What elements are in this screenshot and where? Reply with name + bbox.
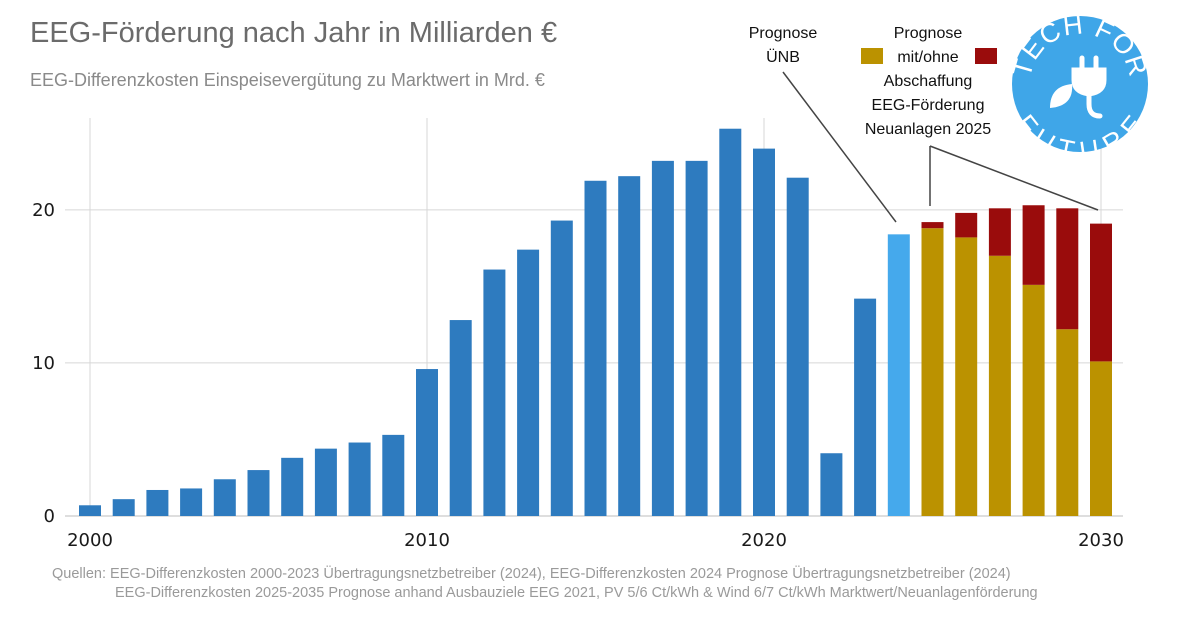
x-tick-label-2020: 2020 [741,530,787,551]
bar-2015-series-0 [584,180,607,516]
bar-2004-series-0 [213,479,236,516]
bar-2028-series-2 [1022,284,1045,516]
bars [79,128,1112,517]
bar-2013-series-0 [517,249,540,516]
legend-swatch-mit [861,48,883,64]
y-tick-label-0: 0 [44,506,55,527]
bar-2019-series-0 [719,128,742,516]
bar-2028-series-3 [1022,205,1045,285]
bar-2003-series-0 [180,488,203,516]
bar-2022-series-0 [820,453,843,516]
axis-ticks: 0 10 20 2000 2010 2020 2030 [32,200,1124,551]
bar-2020-series-0 [753,148,775,516]
bar-2018-series-0 [685,160,708,516]
bar-2005-series-0 [247,470,270,516]
annotation-line-uenb [782,71,897,223]
bar-2026-series-3 [955,212,978,238]
annotation-prognose-uenb-line1: Prognose [749,25,818,42]
annotation-prognose-uenb-line2: ÜNB [766,48,800,66]
x-tick-label-2010: 2010 [404,530,450,551]
bar-2007-series-0 [314,448,337,516]
bar-2016-series-0 [618,176,641,516]
bar-2025-series-2 [921,228,944,516]
bar-2012-series-0 [483,269,506,516]
bar-2006-series-0 [281,457,304,516]
annotation-line-2030 [929,145,1099,211]
annotation-abschaffung-line3: Neuanlagen 2025 [865,121,991,138]
bar-2011-series-0 [449,320,472,516]
bar-2000-series-0 [79,505,101,516]
legend-label-mit-ohne: mit/ohne [897,49,958,66]
chart-title: EEG-Förderung nach Jahr in Milliarden € [30,17,557,49]
bar-2027-series-2 [988,255,1011,516]
bar-2025-series-3 [921,222,944,229]
legend-swatch-ohne [975,48,997,64]
bar-2024-series-1 [887,234,910,517]
bar-2009-series-0 [382,434,405,516]
bar-2002-series-0 [146,489,169,516]
bar-2029-series-3 [1056,208,1079,330]
bar-2026-series-2 [955,237,978,516]
bar-2023-series-0 [854,298,877,516]
x-tick-label-2000: 2000 [67,530,113,551]
source-line-2: EEG-Differenzkosten 2025-2035 Prognose a… [115,585,1038,601]
bar-2017-series-0 [651,160,674,516]
annotation-abschaffung-line2: EEG-Förderung [872,97,985,114]
bar-2029-series-2 [1056,329,1079,516]
annotation-prognose: Prognose [894,25,963,42]
x-tick-label-2030: 2030 [1078,530,1124,551]
chart-subtitle: EEG-Differenzkosten Einspeisevergütung z… [30,70,545,90]
bar-2021-series-0 [786,177,809,516]
bar-2027-series-3 [988,208,1011,256]
bar-2008-series-0 [348,442,371,516]
y-tick-label-20: 20 [32,200,55,221]
leaf-icon [1050,84,1073,108]
bar-2030-series-3 [1090,223,1112,362]
annotation-abschaffung-line1: Abschaffung [884,73,973,90]
tech-for-future-logo: TECH FOR FUTURE [1006,9,1152,166]
bar-2001-series-0 [112,499,135,516]
bar-2014-series-0 [550,220,573,517]
bar-2010-series-0 [416,369,438,516]
bar-2030-series-2 [1090,361,1112,516]
plug-icon [1071,55,1107,119]
y-tick-label-10: 10 [32,353,55,374]
source-line-1: Quellen: EEG-Differenzkosten 2000-2023 Ü… [52,564,1011,582]
